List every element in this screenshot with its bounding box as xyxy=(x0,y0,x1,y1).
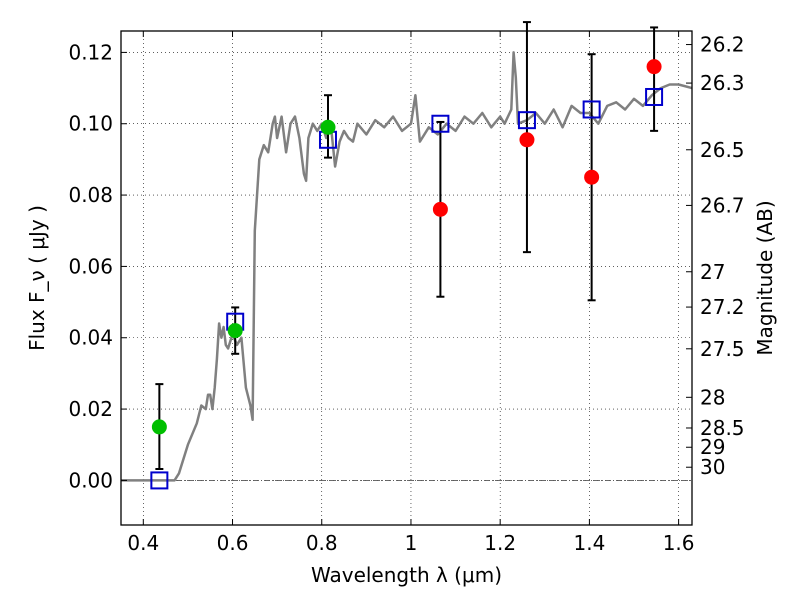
x-tick-label: 0.4 xyxy=(127,531,159,555)
x-tick-label: 1.4 xyxy=(573,531,605,555)
x-tick-label: 0.6 xyxy=(217,531,249,555)
model-spectrum-line xyxy=(121,51,693,482)
y-tick-label: 0.00 xyxy=(68,468,113,492)
mag-tick-label: 26.5 xyxy=(700,138,745,162)
mag-tick-label: 27 xyxy=(700,260,725,284)
ticks: 0.4 0.6 0.8 1 1.2 1.4 1.6 0.00 0.02 0.04 0.06 0.08 0… xyxy=(68,31,745,555)
green-data-point xyxy=(151,419,167,435)
model-band-square xyxy=(582,100,601,119)
green-data-point xyxy=(320,119,336,135)
red-data-point xyxy=(519,132,535,148)
x-axis-label: Wavelength λ (μm) xyxy=(311,563,502,587)
y2-axis-label: Magnitude (AB) xyxy=(753,200,777,355)
y-tick-label: 0.10 xyxy=(68,112,113,136)
mag-tick-label: 30 xyxy=(700,455,725,479)
model-band-square xyxy=(150,471,169,490)
red-data-point xyxy=(646,59,662,75)
mag-tick-label: 26.2 xyxy=(700,33,745,57)
y-tick-label: 0.02 xyxy=(68,397,113,421)
plot-area xyxy=(121,21,693,490)
y-tick-label: 0.12 xyxy=(68,40,113,64)
y-axis-label: Flux F_ν ( μJy ) xyxy=(25,205,49,351)
green-data-point xyxy=(227,323,243,339)
mag-tick-label: 26.7 xyxy=(700,193,745,217)
y-tick-label: 0.04 xyxy=(68,326,113,350)
mag-tick-label: 28 xyxy=(700,385,725,409)
axes-frame xyxy=(120,30,693,526)
model-band-square xyxy=(645,87,664,106)
x-tick-label: 1.6 xyxy=(663,531,695,555)
mag-tick-label: 29 xyxy=(700,435,725,459)
y-tick-label: 0.08 xyxy=(68,183,113,207)
red-data-point xyxy=(584,169,600,185)
x-tick-label: 0.8 xyxy=(306,531,338,555)
mag-tick-label: 27.5 xyxy=(700,337,745,361)
mag-tick-label: 28.5 xyxy=(700,416,745,440)
mag-tick-label: 26.3 xyxy=(700,71,745,95)
model-band-square xyxy=(517,111,536,130)
y-tick-label: 0.06 xyxy=(68,254,113,278)
model-band-square xyxy=(431,114,450,133)
x-tick-label: 1 xyxy=(405,531,418,555)
x-tick-label: 1.2 xyxy=(484,531,516,555)
red-data-point xyxy=(432,201,448,217)
mag-tick-label: 27.2 xyxy=(700,295,745,319)
